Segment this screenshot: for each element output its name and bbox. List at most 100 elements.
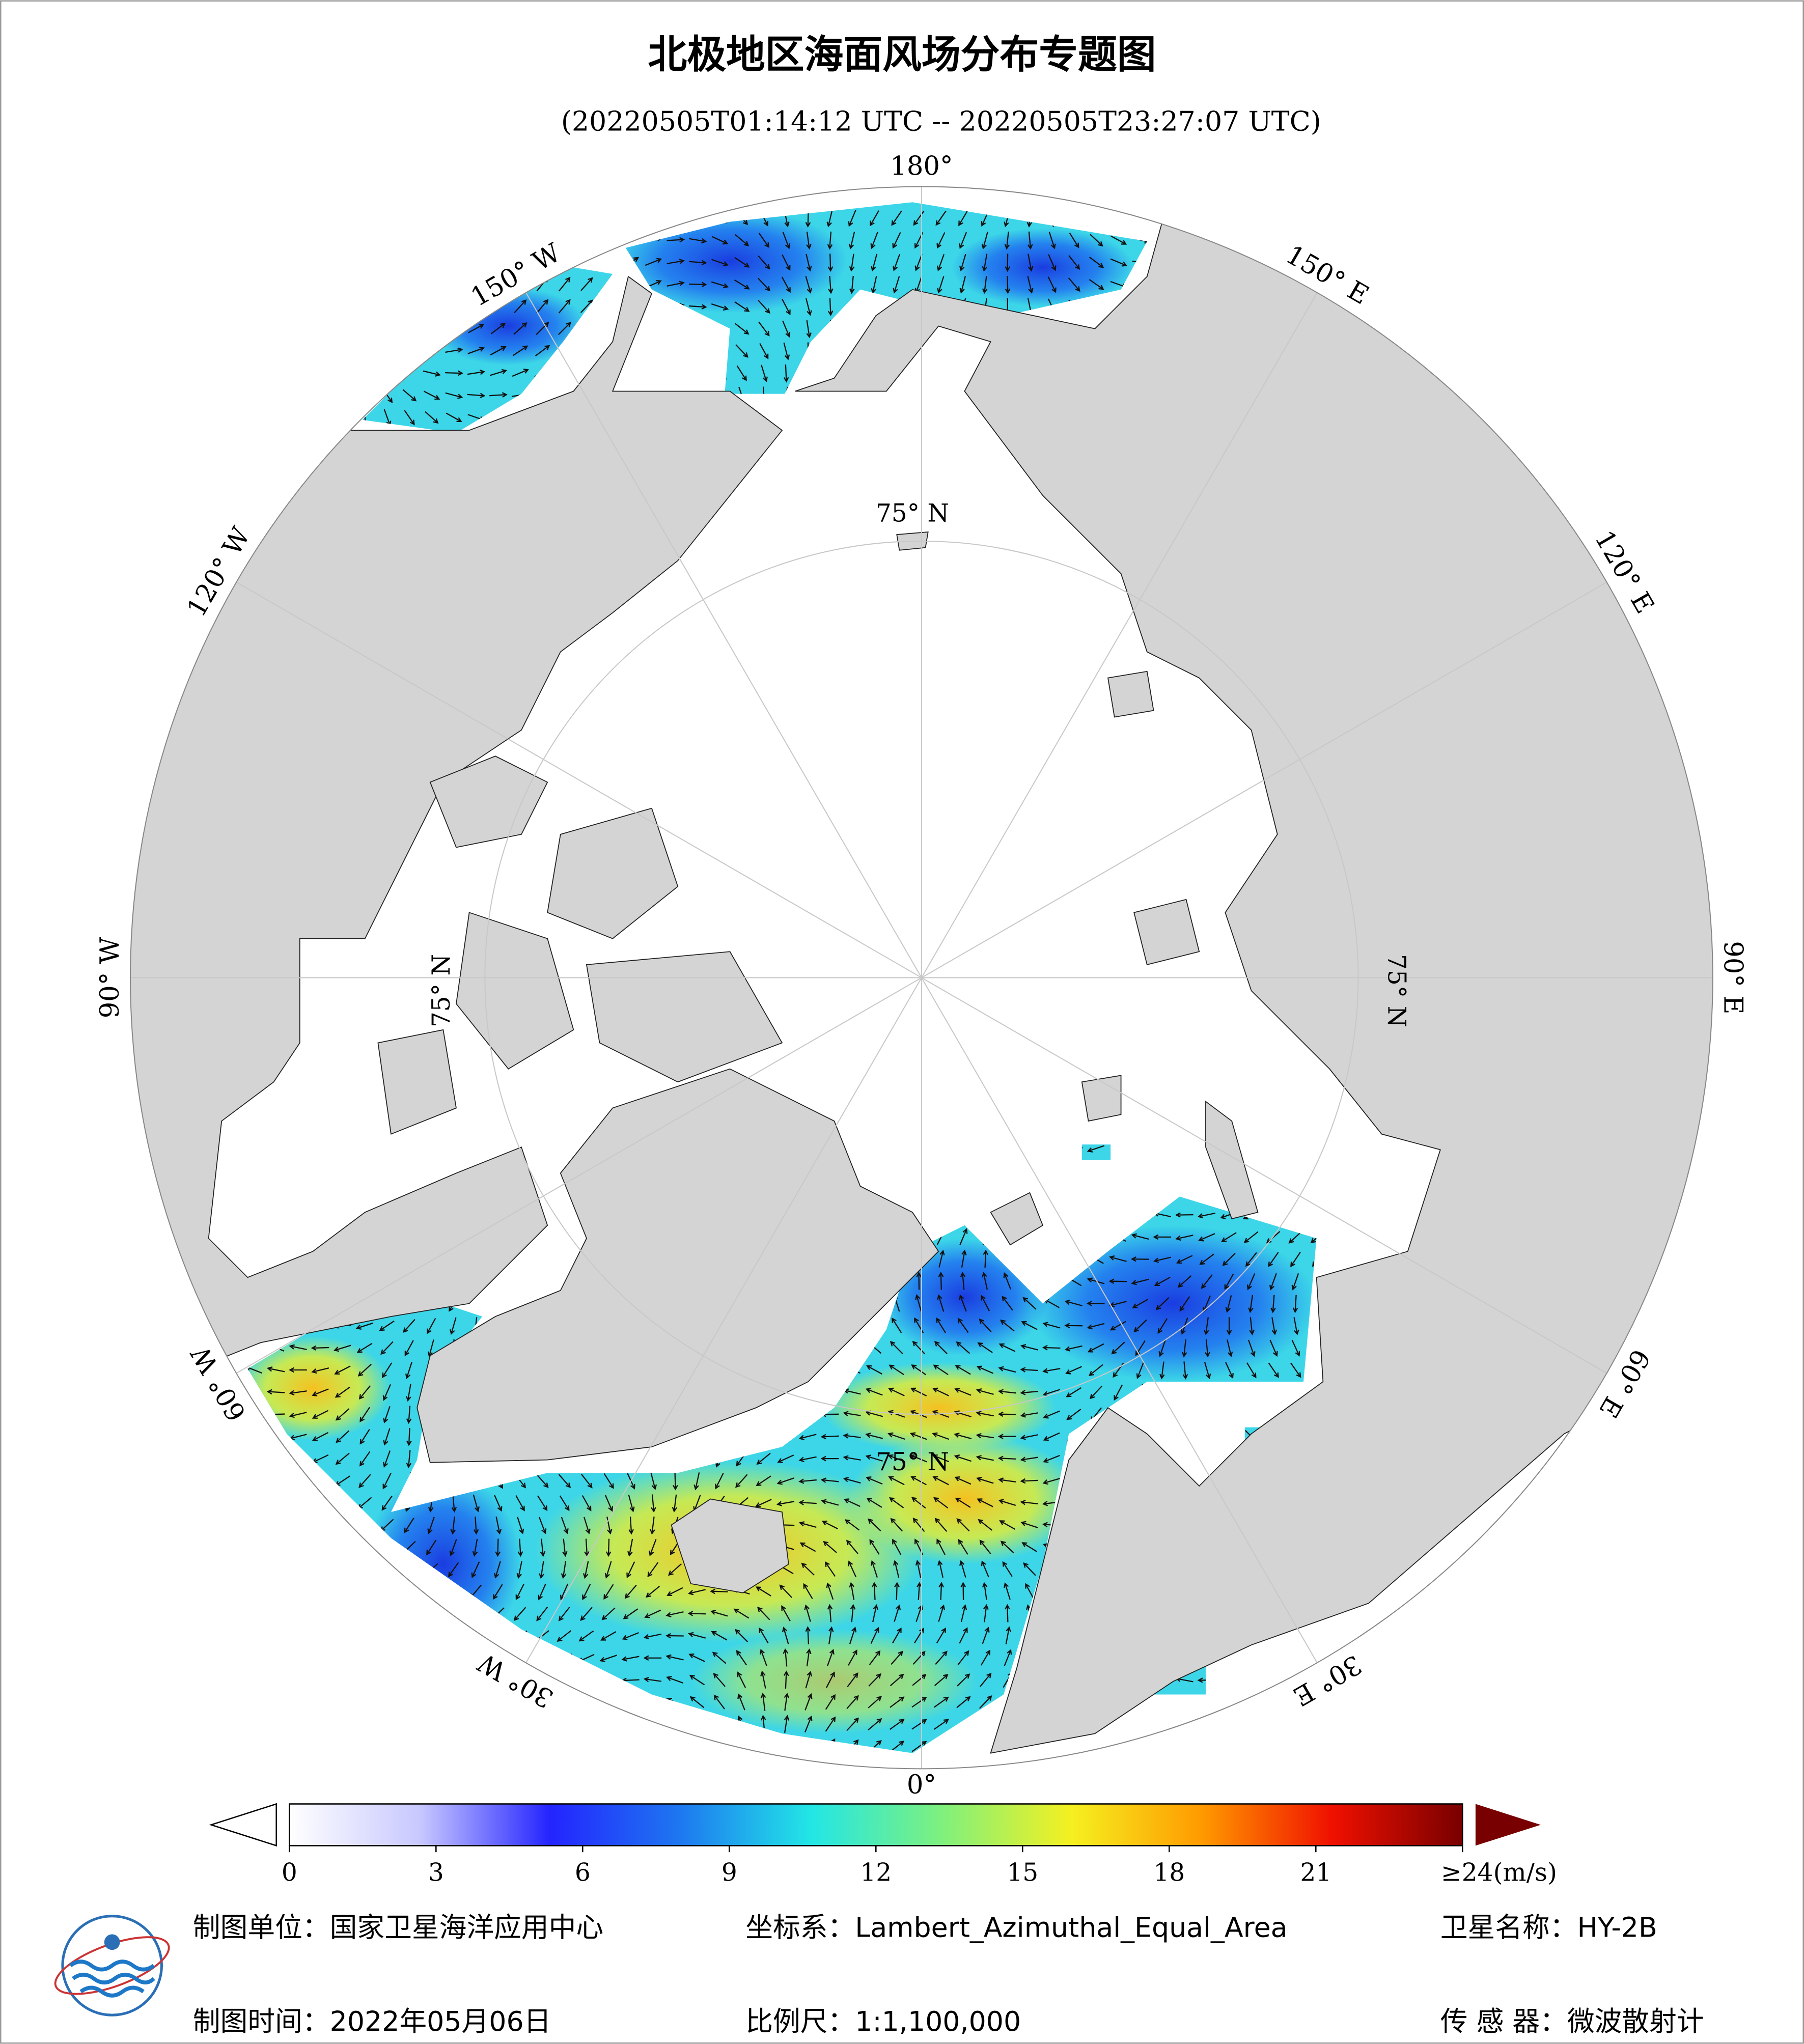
wind-arrow [445,347,463,353]
wind-weak [951,228,1134,307]
wind-arrow [1243,1231,1259,1243]
wind-arrow [468,324,485,333]
wind-arrow [893,276,900,294]
wind-arrow [402,389,417,402]
wind-arrow [982,276,988,294]
wind-arrow [734,323,750,335]
wind-arrow [826,209,833,228]
wind-arrow [1068,255,1080,270]
wind-strong [821,1362,1056,1453]
latitude-label: 75° N [876,499,949,527]
wind-arrow [783,342,790,360]
wind-arrow [446,412,462,423]
colorbar-tick-label: 6 [575,1859,591,1887]
wind-arrow [805,298,812,316]
colorbar-tick-label: 15 [1007,1859,1038,1887]
wind-arrow [936,254,945,271]
wind-arrow [1069,232,1079,248]
wind-arrow [1004,231,1010,250]
wind-arrow [870,232,878,249]
wind-arrow [806,231,812,250]
longitude-label: 90° W [95,937,125,1018]
wind-arrow [848,232,855,250]
longitude-label: 90° E [1718,941,1749,1014]
franz-josef-land [1081,1075,1122,1122]
wind-arrow [711,281,729,289]
wind-arrow [558,299,571,314]
wind-arrow [467,347,485,354]
wind-arrow [667,259,685,264]
wind-arrow [893,254,900,271]
wind-arrow [734,301,750,312]
wind-arrow [782,320,791,338]
wind-arrow [645,258,662,266]
wind-arrow [514,299,527,314]
latitude-label: 75° N [876,1448,949,1476]
wind-arrow [914,254,923,271]
wind-arrow [1005,254,1011,272]
wind-arrow [735,234,750,246]
title: 北极地区海面风场分布专题图 [648,33,1156,78]
wind-arrow [1175,1235,1194,1241]
map-area [130,186,1713,1769]
wind-arrow [806,320,812,339]
wind-arrow [736,365,747,381]
latitude-label: 75° N [427,954,456,1027]
wind-arrow [1068,277,1080,292]
footer-sensor: 传 感 器：微波散射计 [1440,2005,1704,2037]
wind-arrow [711,236,729,245]
wind-arrow [849,275,855,294]
wind-arrow [1198,1233,1215,1242]
wind-arrow [1089,257,1104,268]
wind-arrow [688,282,707,288]
wind-arrow [849,254,855,272]
wind-arrow [959,232,967,249]
colorbar-tick-label: 0 [282,1859,297,1887]
wind-arrow [913,210,925,226]
wind-arrow [870,210,879,227]
wind-arrow [535,345,550,357]
wind-arrow [783,364,789,383]
wind-arrow [935,210,947,226]
wind-arrow [1220,1232,1237,1242]
wind-arrow [848,210,856,227]
wind-arrow [1048,232,1056,249]
wind-arrow [759,343,769,359]
wind-arrow [490,346,507,356]
wind-arrow [1175,1212,1194,1218]
wind-arrow [467,393,486,399]
wind-arrow [423,390,440,400]
wind-arrow [423,370,441,377]
longitude-label: 0° [907,1770,936,1800]
wind-arrow [536,322,549,335]
wind-arrow [445,392,463,399]
wind-arrow [758,300,770,314]
wind-arrow [490,323,506,334]
wind-arrow [828,275,834,294]
wind-arrow [959,1228,968,1245]
wind-arrow [734,257,750,268]
footer-date: 制图时间：2022年05月06日 [193,2005,551,2037]
colorbar-tick-label: 12 [860,1859,892,1887]
wind-strong [847,1434,1082,1564]
wind-arrow [871,254,878,272]
wind-arrow [981,232,988,250]
wind-arrow [936,232,946,249]
wind-weak [1030,1225,1317,1382]
wind-arrow [758,233,769,248]
footer-satellite: 卫星名称：HY-2B [1440,1912,1657,1944]
footer-unit: 制图单位：国家卫星海洋应用中心 [193,1912,603,1944]
wind-arrow [580,277,593,291]
colorbar-tick-label: ≥24(m/s) [1441,1859,1557,1887]
wind-arrow [827,298,834,317]
wind-arrow [782,254,791,271]
wind-arrow [445,370,463,376]
wind-arrow [1153,1234,1172,1240]
wind-arrow [536,299,549,314]
wind-arrow [871,276,877,294]
wind-arrow [512,369,530,377]
wind-arrow [1047,276,1057,293]
wind-arrow [1048,254,1057,271]
